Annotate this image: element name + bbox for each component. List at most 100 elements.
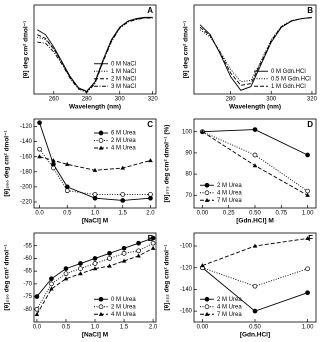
marker: [64, 188, 70, 194]
y-tick-label: -100: [180, 244, 193, 250]
legend-label: 1 M NaCl: [111, 69, 136, 75]
marker: [120, 165, 126, 170]
legend-label: 7 M Urea: [217, 198, 242, 204]
y-axis-label: [θ]₂₂₀ deg cm² dmol⁻¹: [4, 244, 11, 310]
x-tick-label: 0.0: [33, 325, 42, 331]
marker: [92, 167, 98, 172]
marker: [49, 286, 54, 291]
marker: [120, 198, 126, 203]
marker: [252, 127, 258, 132]
y-tick-label: -120: [20, 124, 33, 130]
marker: [121, 250, 127, 256]
x-tick-label: 0.50: [249, 325, 261, 331]
marker: [63, 271, 69, 277]
x-tick-label: 1.0: [91, 211, 100, 217]
legend-marker: [204, 311, 210, 316]
legend-marker: [204, 182, 210, 188]
series-line: [202, 237, 308, 266]
legend-marker: [98, 138, 104, 143]
series-line: [37, 17, 153, 94]
y-tick-label: -120: [180, 265, 193, 271]
marker: [64, 161, 70, 166]
marker: [107, 250, 112, 256]
y-tick-label: -75: [23, 294, 32, 300]
x-axis-label: Wavelength (nm): [69, 104, 121, 111]
marker: [252, 243, 258, 248]
y-tick-label: -65: [23, 269, 32, 275]
marker: [150, 240, 156, 246]
legend-marker: [98, 311, 104, 316]
y-tick-label: 100: [182, 129, 193, 135]
marker: [150, 235, 156, 241]
marker: [121, 258, 127, 263]
x-tick-label: 280: [82, 97, 93, 103]
series-line: [39, 156, 151, 171]
y-tick-label: -220: [20, 200, 33, 206]
y-tick-label: -140: [180, 287, 193, 293]
marker: [49, 276, 54, 282]
x-axis-label: [NaCl] M: [82, 332, 108, 339]
marker: [107, 263, 112, 268]
marker: [37, 120, 42, 126]
x-axis-label: [Gdn.HCl] M: [236, 218, 274, 225]
marker: [150, 245, 156, 250]
marker: [63, 266, 69, 271]
legend-label: 2 M Urea: [111, 138, 136, 144]
panel-letter: F: [308, 234, 313, 243]
marker: [34, 306, 40, 312]
marker: [64, 184, 70, 190]
x-tick-label: 280: [226, 97, 237, 103]
legend-label: 3 M NaCl: [111, 84, 136, 90]
panel-letter: B: [307, 6, 313, 15]
y-axis-label: [θ]₂₇₃ deg cm² dmol⁻¹ (%): [164, 125, 171, 203]
x-tick-label: 0.0: [35, 211, 44, 217]
x-tick-label: 300: [266, 97, 277, 103]
legend-label: 0.5 M Gdn.HCl: [271, 76, 311, 82]
plot-frame: [193, 4, 317, 95]
x-axis-label: Wavelength (nm): [229, 104, 281, 111]
legend-marker: [204, 296, 210, 302]
y-tick-label: -200: [20, 184, 33, 190]
x-axis-label: [Gdn.HCl]: [240, 332, 270, 339]
x-tick-label: 1.00: [302, 325, 314, 331]
panel-letter: C: [147, 120, 153, 129]
legend-label: 0 M Gdn.HCl: [271, 69, 306, 75]
legend-marker: [98, 304, 104, 310]
marker: [120, 192, 126, 197]
marker: [148, 192, 153, 197]
y-axis-label: [θ]₂₈₀ deg cm² dmol⁻¹: [4, 130, 11, 196]
legend-label: 4 M Urea: [111, 312, 136, 318]
marker: [252, 308, 258, 314]
marker: [92, 256, 98, 261]
marker: [92, 261, 98, 266]
legend-marker: [204, 304, 210, 310]
marker: [305, 192, 310, 197]
x-tick-label: 320: [148, 97, 159, 103]
marker: [37, 154, 42, 159]
x-tick-label: 320: [307, 97, 318, 103]
x-tick-label: 1.5: [120, 325, 129, 331]
marker: [92, 195, 98, 201]
x-tick-label: 0.25: [223, 211, 235, 217]
panel-letter: A: [147, 6, 153, 15]
legend-marker: [204, 197, 210, 202]
x-tick-label: 0.00: [197, 211, 209, 217]
marker: [63, 276, 69, 281]
marker: [78, 271, 83, 276]
marker: [305, 266, 310, 272]
x-axis-label: [NaCl] M: [82, 218, 108, 225]
x-tick-label: 260: [49, 97, 60, 103]
x-tick-label: 1.5: [119, 211, 128, 217]
marker: [305, 236, 310, 241]
marker: [305, 290, 310, 296]
marker: [305, 188, 310, 194]
series-line: [202, 267, 308, 287]
y-tick-label: -180: [20, 169, 33, 175]
x-tick-label: 2.0: [146, 211, 155, 217]
marker: [200, 263, 205, 268]
series-line: [37, 17, 153, 92]
x-tick-label: 0.75: [275, 211, 287, 217]
y-tick-label: -80: [23, 307, 32, 313]
y-axis-label: [θ]₂₂₂ deg cm² dmol⁻¹: [164, 244, 171, 310]
